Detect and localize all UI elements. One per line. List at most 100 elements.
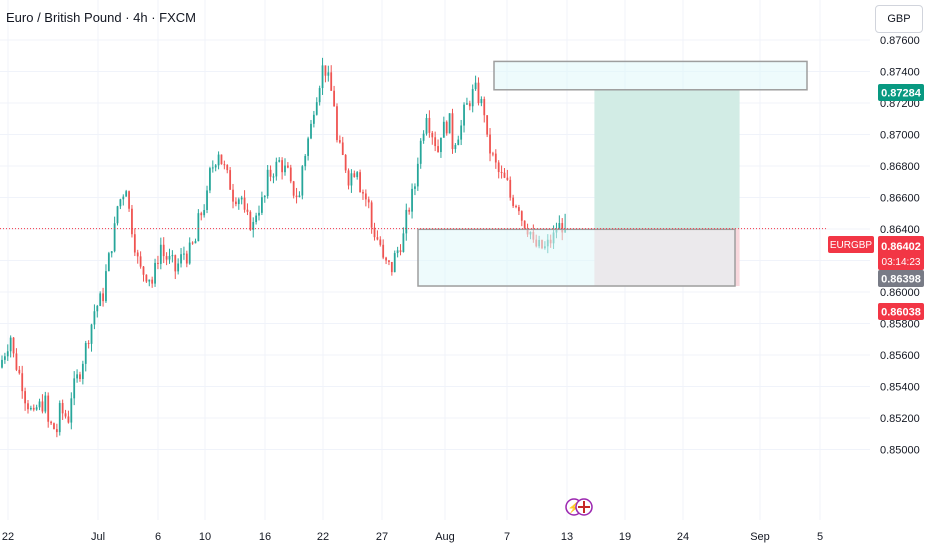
candle-body <box>99 293 102 306</box>
candle-body <box>61 403 64 414</box>
candle-body <box>12 337 15 354</box>
candle-body <box>249 211 252 230</box>
candle-body <box>405 209 408 234</box>
candle-body <box>460 125 463 140</box>
x-tick-label: Sep <box>750 531 770 543</box>
upper-zone-box[interactable] <box>493 60 808 91</box>
candle-body <box>503 172 506 178</box>
candle-body <box>307 138 309 156</box>
candle-body <box>32 407 35 410</box>
candle-body <box>84 343 87 364</box>
candle-body <box>223 164 226 166</box>
x-tick-label: 10 <box>199 531 211 543</box>
candle-body <box>90 324 93 344</box>
candle-body <box>165 256 168 260</box>
candle-body <box>278 160 281 162</box>
badge-countdown: 03:14:23 <box>882 257 921 268</box>
candle-body <box>131 208 133 235</box>
candle-body <box>324 65 327 76</box>
y-tick-label: 0.85000 <box>880 445 920 457</box>
candle-body <box>255 215 258 222</box>
candle-body <box>393 253 396 273</box>
x-tick-label: 24 <box>677 531 689 543</box>
badge-stop: 0.86038 <box>878 303 924 320</box>
candle-body <box>338 140 341 143</box>
candle-body <box>292 181 295 196</box>
candle-body <box>229 170 232 190</box>
candle-body <box>235 201 237 205</box>
candle-body <box>15 353 18 370</box>
candle-body <box>321 65 324 89</box>
lower-zone-box[interactable] <box>417 228 736 287</box>
candle-body <box>220 154 223 165</box>
candle-body <box>183 253 185 255</box>
x-tick-label: 19 <box>619 531 631 543</box>
candle-body <box>269 169 272 177</box>
candle-body <box>390 261 393 273</box>
candle-body <box>214 165 217 168</box>
badge-bottom-zone: 0.86398 <box>878 270 924 287</box>
candle-body <box>518 207 520 212</box>
candle-body <box>203 210 206 216</box>
candle-body <box>489 134 491 154</box>
x-tick-label: 13 <box>561 531 573 543</box>
candle-body <box>402 233 405 252</box>
candle-body <box>500 172 503 174</box>
currency-selector[interactable]: GBP <box>875 5 923 33</box>
candle-body <box>24 391 26 404</box>
candle-body <box>442 121 445 138</box>
x-tick-label: 22 <box>2 531 14 543</box>
candle-body <box>315 102 318 115</box>
badge-last-price: 0.86402 <box>878 236 924 270</box>
candle-body <box>113 223 116 252</box>
candle-body <box>6 351 9 357</box>
candle-body <box>457 139 460 146</box>
candle-body <box>93 311 96 325</box>
candle-body <box>67 416 70 423</box>
candle-body <box>258 212 260 216</box>
candle-body <box>154 262 156 284</box>
candle-body <box>87 343 90 345</box>
candle-body <box>428 117 431 133</box>
economic-events-icon[interactable]: ⚡ <box>565 498 593 516</box>
candle-body <box>64 413 67 417</box>
candle-body <box>373 227 376 238</box>
candle-body <box>191 242 194 244</box>
candle-body <box>561 223 564 233</box>
y-tick-label: 0.86800 <box>880 161 920 173</box>
candle-body <box>232 189 234 202</box>
candle-body <box>41 401 44 412</box>
candle-body <box>116 206 119 224</box>
y-tick-label: 0.87600 <box>880 35 920 47</box>
badge-bottom-zone-text: 0.86398 <box>881 274 921 286</box>
candle-body <box>416 163 419 187</box>
candle-body <box>252 221 255 230</box>
badge-bottom-zone-bg <box>878 270 924 287</box>
x-tick-label: 5 <box>817 531 823 543</box>
y-tick-label: 0.86000 <box>880 287 920 299</box>
candle-body <box>171 255 174 257</box>
candle-body <box>96 305 99 312</box>
candle-body <box>347 170 350 186</box>
candle-body <box>370 202 373 228</box>
candle-body <box>272 176 275 178</box>
y-tick-label: 0.85200 <box>880 413 920 425</box>
candle-body <box>206 190 208 211</box>
candle-body <box>445 121 448 134</box>
candle-body <box>376 237 379 240</box>
x-tick-label: 27 <box>376 531 388 543</box>
candle-body <box>162 244 165 257</box>
candle-body <box>217 154 220 166</box>
x-tick-label: Jul <box>91 531 105 543</box>
candle-body <box>110 251 113 254</box>
candle-body <box>497 162 500 173</box>
candle-body <box>515 205 517 208</box>
candle-body <box>486 115 489 135</box>
badge-top-zone-bg <box>878 84 924 101</box>
y-tick-label: 0.85400 <box>880 382 920 394</box>
candle-body <box>425 117 428 134</box>
candle-body <box>480 99 483 104</box>
candle-body <box>414 186 416 189</box>
candle-body <box>310 123 312 139</box>
